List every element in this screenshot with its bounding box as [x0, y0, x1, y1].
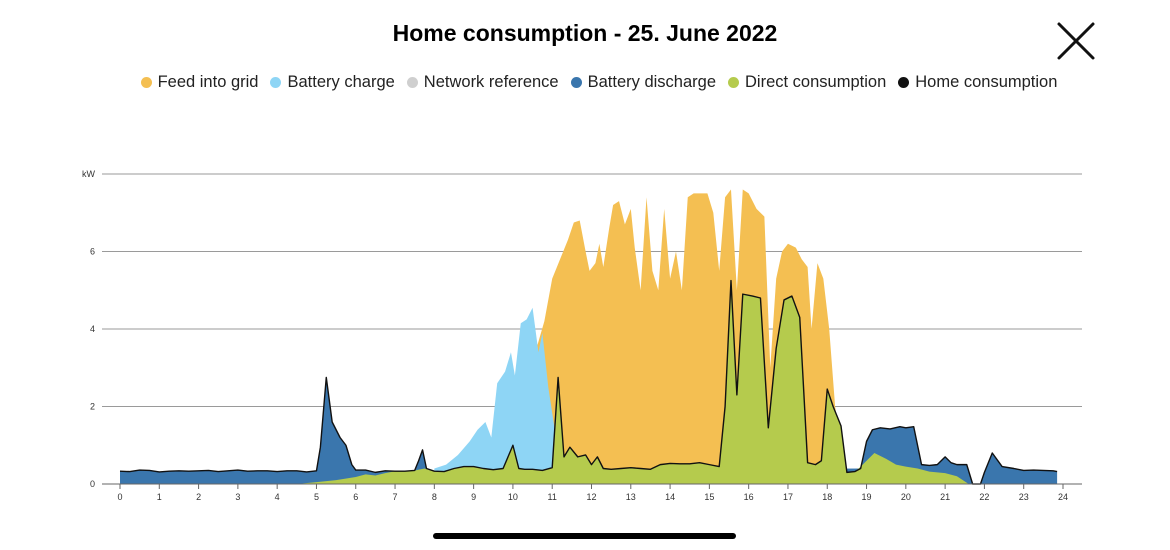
x-tick-label: 15: [704, 492, 714, 502]
x-tick-label: 21: [940, 492, 950, 502]
x-tick-label: 23: [1019, 492, 1029, 502]
x-tick-label: 6: [353, 492, 358, 502]
x-tick-label: 5: [314, 492, 319, 502]
legend-label: Battery charge: [287, 73, 395, 91]
x-tick-label: 17: [783, 492, 793, 502]
y-tick-label: 0: [90, 479, 95, 489]
x-tick-label: 12: [586, 492, 596, 502]
chart-legend: Feed into grid Battery charge Network re…: [0, 73, 1170, 92]
legend-dot: [728, 77, 740, 88]
x-tick-label: 8: [432, 492, 437, 502]
home-indicator[interactable]: [433, 533, 736, 539]
x-tick-label: 18: [822, 492, 832, 502]
page-title: Home consumption - 25. June 2022: [392, 20, 778, 46]
y-tick-label: 4: [90, 324, 95, 334]
x-tick-label: 0: [117, 492, 122, 502]
legend-item-network-reference[interactable]: Network reference: [406, 73, 559, 92]
legend-dot: [898, 77, 910, 88]
legend-label: Feed into grid: [157, 73, 259, 91]
x-tick-label: 14: [665, 492, 675, 502]
series-area-battery-discharge: [120, 377, 1058, 484]
x-tick-label: 19: [862, 492, 872, 502]
y-axis-label: kW: [82, 169, 96, 179]
legend-dot: [270, 77, 282, 88]
x-tick-label: 9: [471, 492, 476, 502]
x-tick-label: 13: [626, 492, 636, 502]
legend-label: Battery discharge: [587, 73, 717, 91]
legend-dot: [140, 77, 152, 88]
legend-label: Direct consumption: [745, 73, 887, 91]
legend-item-battery-discharge[interactable]: Battery discharge: [570, 73, 717, 92]
x-tick-label: 10: [508, 492, 518, 502]
series-line-home-consumption: [119, 279, 1058, 485]
x-tick-label: 20: [901, 492, 911, 502]
consumption-chart: 0 1 2 3 4 5 6 7 8 9 10 11 12 13 14 15 16 17 18 19 20 21 22 23 24…: [82, 169, 1082, 502]
legend-item-battery-charge[interactable]: Battery charge: [270, 73, 395, 92]
x-tick-label: 22: [979, 492, 989, 502]
legend-label: Home consumption: [915, 73, 1058, 91]
legend-item-home-consumption[interactable]: Home consumption: [898, 73, 1057, 92]
legend-item-direct-consumption[interactable]: Direct consumption: [728, 73, 886, 92]
legend-dot: [570, 77, 582, 88]
close-icon[interactable]: [1055, 20, 1097, 62]
series-area-battery-charge: [434, 307, 561, 484]
series-area-direct-consumption: [296, 280, 969, 484]
x-tick-label: 11: [548, 492, 557, 502]
x-tick-label: 24: [1058, 492, 1068, 502]
y-tick-label: 6: [90, 247, 95, 257]
legend-label: Network reference: [423, 73, 559, 91]
x-tick-label: 3: [235, 492, 240, 502]
x-tick-label: 4: [275, 492, 280, 502]
x-tick-label: 7: [393, 492, 398, 502]
x-tick-label: 1: [157, 492, 162, 502]
legend-item-feed-into-grid[interactable]: Feed into grid: [140, 73, 259, 92]
x-tick-label: 2: [196, 492, 201, 502]
y-tick-label: 2: [90, 402, 95, 412]
legend-dot: [406, 77, 418, 88]
x-tick-label: 16: [744, 492, 754, 502]
